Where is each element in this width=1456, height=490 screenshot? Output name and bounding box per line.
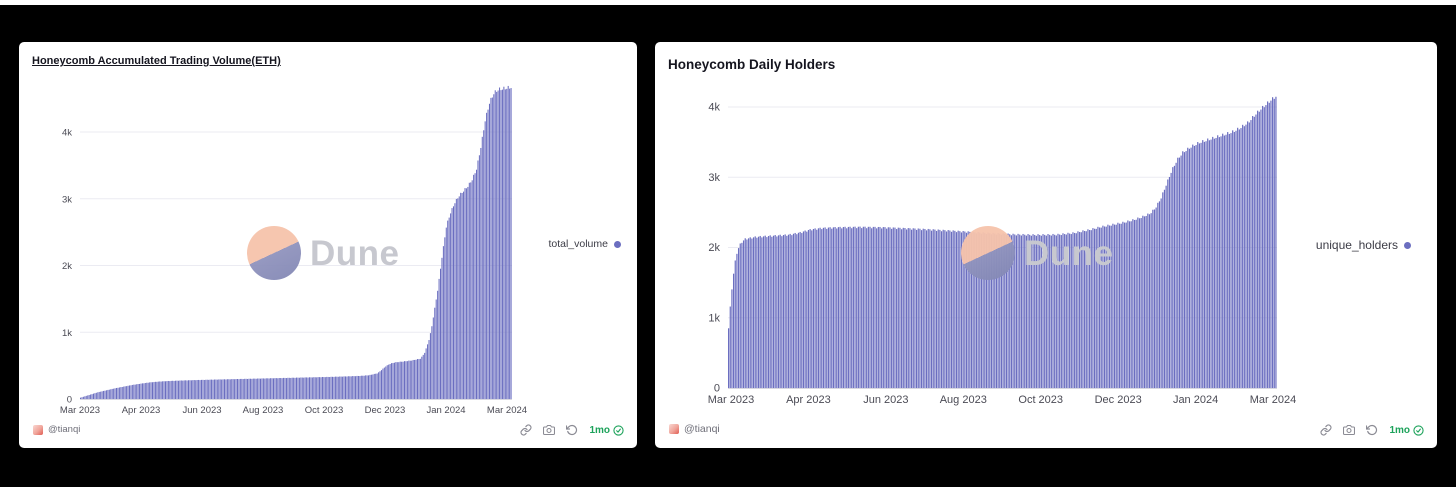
freshness-check-icon	[613, 424, 624, 436]
freshness-label: 1mo	[1389, 424, 1410, 436]
refresh-history-icon[interactable]	[566, 424, 578, 436]
screenshot-camera-icon[interactable]	[1343, 424, 1356, 436]
x-tick-label: Mar 2024	[1250, 394, 1296, 406]
author-handle[interactable]: @tianqi	[684, 423, 720, 435]
trading-volume-bar-chart[interactable]: 0 1k 2k 3k 4k Mar 2023 Apr 2023 Jun 2023 Aug 202…	[19, 42, 637, 448]
chart-title-daily-holders[interactable]: Honeycomb Daily Holders	[668, 57, 836, 72]
legend-label: total_volume	[548, 238, 608, 250]
freshness-badge[interactable]: 1mo	[589, 425, 624, 436]
refresh-history-icon[interactable]	[1366, 424, 1378, 436]
x-tick-label: Dec 2023	[1095, 394, 1142, 406]
y-tick-label: 3k	[62, 194, 72, 205]
freshness-badge[interactable]: 1mo	[1389, 425, 1424, 436]
x-tick-label: Aug 2023	[243, 405, 284, 416]
author-avatar[interactable]	[33, 424, 43, 435]
chart-title-trading-volume[interactable]: Honeycomb Accumulated Trading Volume(ETH…	[32, 55, 281, 67]
x-tick-label: Dec 2023	[365, 405, 406, 416]
embed-toolbar: 1mo	[520, 424, 624, 436]
y-tick-label: 0	[714, 383, 720, 395]
author-credit: @tianqi	[33, 424, 80, 435]
legend-series-dot	[1404, 241, 1411, 249]
y-tick-label: 4k	[708, 102, 720, 114]
y-tick-label: 2k	[62, 261, 72, 272]
legend-series-dot	[614, 240, 621, 248]
x-tick-label: Mar 2023	[60, 405, 100, 416]
x-tick-label: Mar 2023	[708, 394, 754, 406]
embed-link-icon[interactable]	[1320, 424, 1332, 436]
x-tick-label: Oct 2023	[305, 405, 344, 416]
x-tick-label: Oct 2023	[1018, 394, 1063, 406]
y-tick-label: 2k	[708, 242, 720, 254]
freshness-check-icon	[1413, 424, 1424, 436]
x-tick-label: Mar 2024	[487, 405, 527, 416]
y-tick-label: 3k	[708, 172, 720, 184]
bar-series	[80, 85, 512, 400]
x-tick-label: Jun 2023	[182, 405, 221, 416]
screenshot-camera-icon[interactable]	[543, 424, 556, 436]
x-tick-label: Aug 2023	[940, 394, 987, 406]
y-tick-label: 4k	[62, 128, 72, 139]
page-background-strip-bottom	[0, 487, 1456, 490]
author-handle[interactable]: @tianqi	[48, 424, 81, 435]
chart-panel-trading-volume: Honeycomb Accumulated Trading Volume(ETH…	[19, 42, 637, 448]
freshness-label: 1mo	[589, 424, 610, 436]
chart-panel-daily-holders: Honeycomb Daily Holders 0 1k 2k 3k 4k Mar 202…	[655, 42, 1437, 448]
y-tick-label: 1k	[62, 328, 72, 339]
x-tick-label: Jun 2023	[863, 394, 908, 406]
embed-link-icon[interactable]	[520, 424, 532, 436]
author-avatar[interactable]	[669, 424, 679, 434]
y-tick-label: 1k	[708, 312, 720, 324]
author-credit: @tianqi	[669, 423, 720, 435]
x-tick-label: Jan 2024	[426, 405, 465, 416]
legend-label: unique_holders	[1315, 238, 1398, 252]
x-tick-label: Apr 2023	[786, 394, 831, 406]
y-tick-label: 0	[67, 395, 72, 406]
bar-series	[728, 96, 1277, 389]
x-tick-label: Apr 2023	[122, 405, 161, 416]
page-background-strip-top	[0, 0, 1456, 5]
embed-toolbar: 1mo	[1320, 424, 1424, 436]
legend-total-volume[interactable]: total_volume	[548, 238, 621, 250]
legend-unique-holders[interactable]: unique_holders	[1316, 238, 1411, 252]
x-tick-label: Jan 2024	[1173, 394, 1218, 406]
daily-holders-bar-chart[interactable]: 0 1k 2k 3k 4k Mar 2023 Apr 2023 Jun 2023 Aug 202…	[655, 42, 1437, 448]
